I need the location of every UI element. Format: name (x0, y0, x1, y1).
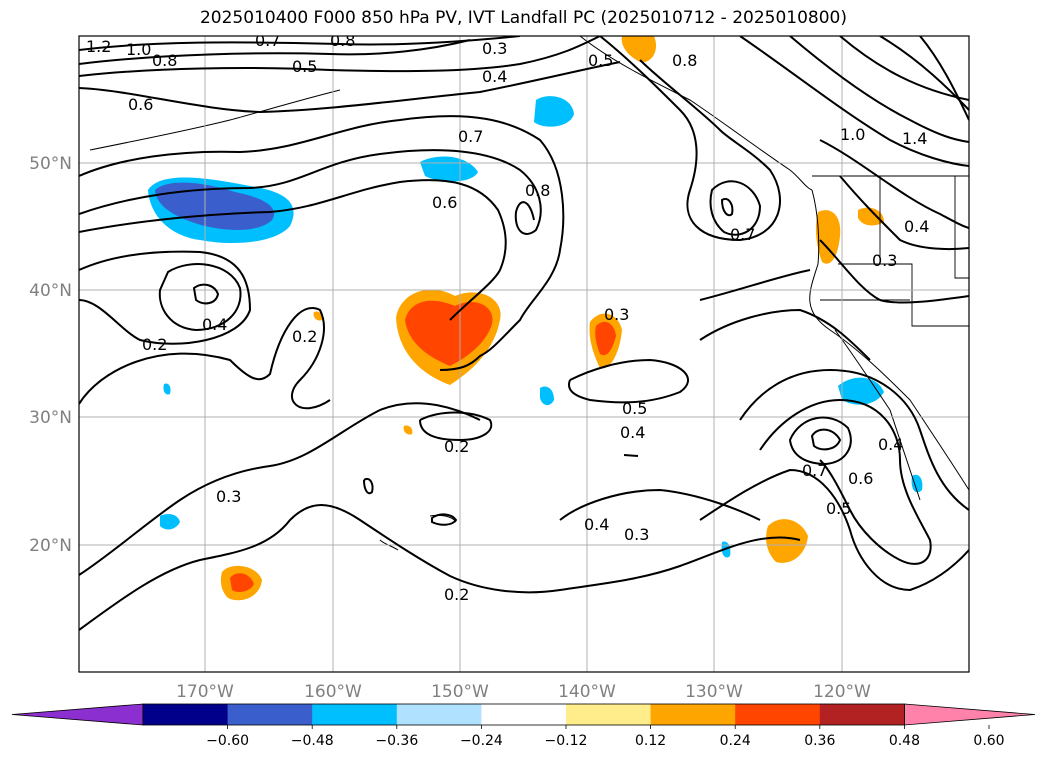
map-frame (78, 35, 970, 673)
colorbar-tick-label: −0.48 (291, 733, 334, 749)
colorbar-segment (735, 704, 821, 725)
contour-label: 0.8 (152, 51, 177, 70)
contour-label: 0.2 (444, 437, 469, 456)
lat-labels: 50°N 40°N 30°N 20°N (29, 154, 72, 556)
colorbar: −0.60 −0.48 −0.36 −0.24 −0.12 0.12 0.24 0.36 0.4… (11, 703, 1036, 749)
colorbar-tick-label: 0.48 (889, 733, 920, 749)
colorbar-segment (143, 704, 229, 725)
colorbar-extend-high (904, 703, 1036, 726)
contour-label: 0.3 (216, 487, 241, 506)
contour-label: 0.2 (444, 585, 469, 604)
colorbar-segment (819, 704, 905, 725)
lat-label-40n: 40°N (29, 281, 72, 301)
pv-contours (79, 36, 969, 631)
contour-label: 0.4 (878, 435, 903, 454)
colorbar-tick-label: 0.12 (635, 733, 666, 749)
contour-label: 0.6 (848, 469, 873, 488)
colorbar-segment (227, 704, 313, 725)
colorbar-tick-label: 0.36 (804, 733, 835, 749)
contour-label: 0.4 (584, 515, 609, 534)
contour-label: 0.2 (292, 327, 317, 346)
contour-label: 0.7 (255, 31, 280, 50)
lon-label-160w: 160°W (304, 682, 362, 702)
contour-label: 0.5 (826, 499, 851, 518)
lon-labels: 170°W 160°W 150°W 140°W 130°W 120°W (176, 682, 871, 702)
map-area: 1.2 1.0 0.8 0.7 0.8 0.3 0.5 0.4 0.5 0.6 … (79, 31, 969, 672)
contour-label: 1.2 (86, 37, 111, 56)
contour-label: 0.7 (458, 127, 483, 146)
lat-label-20n: 20°N (29, 536, 72, 556)
lat-label-50n: 50°N (29, 154, 72, 174)
colorbar-extend-low (11, 703, 144, 726)
colorbar-segment (566, 704, 652, 725)
colorbar-tick-label: −0.60 (206, 733, 249, 749)
contour-label: 0.5 (588, 51, 613, 70)
colorbar-segment (650, 704, 736, 725)
lat-label-30n: 30°N (29, 408, 72, 428)
contour-label: 0.4 (202, 315, 227, 334)
lon-label-120w: 120°W (813, 682, 871, 702)
contour-label: 0.4 (904, 217, 929, 236)
contour-label: 0.7 (802, 461, 827, 480)
gridlines (79, 36, 969, 672)
colorbar-tick-label: −0.12 (545, 733, 588, 749)
map-title: 2025010400 F000 850 hPa PV, IVT Landfall… (199, 8, 847, 28)
colorbar-segment (396, 704, 482, 725)
contour-label: 0.5 (292, 57, 317, 76)
contour-label: 0.4 (482, 67, 507, 86)
contour-label: 0.2 (142, 335, 167, 354)
contour-label: 0.4 (620, 423, 645, 442)
colorbar-tick-label: 0.24 (720, 733, 751, 749)
contour-label: 0.6 (432, 193, 457, 212)
contour-label: 0.8 (525, 181, 550, 200)
lon-label-130w: 130°W (685, 682, 743, 702)
colorbar-tick-label: 0.60 (973, 733, 1004, 749)
lon-label-170w: 170°W (176, 682, 234, 702)
colorbar-segment (481, 704, 567, 725)
colorbar-frame (142, 703, 905, 726)
contour-label: 1.4 (902, 129, 927, 148)
contour-label: 0.3 (872, 251, 897, 270)
lon-label-150w: 150°W (431, 682, 489, 702)
contour-label: 0.3 (604, 305, 629, 324)
colorbar-tick-label: −0.36 (375, 733, 418, 749)
contour-label: 1.0 (126, 40, 151, 59)
contour-label: 0.6 (128, 95, 153, 114)
colorbar-tick-label: −0.24 (460, 733, 503, 749)
contour-label: 0.8 (672, 51, 697, 70)
contour-label: 0.8 (330, 31, 355, 50)
contour-label: 0.7 (730, 225, 755, 244)
colorbar-segment (312, 704, 398, 725)
contour-label: 0.5 (622, 399, 647, 418)
contour-label: 1.0 (840, 125, 865, 144)
contour-label: 0.3 (482, 39, 507, 58)
contour-label: 0.3 (624, 525, 649, 544)
lon-label-140w: 140°W (558, 682, 616, 702)
contour-labels: 1.2 1.0 0.8 0.7 0.8 0.3 0.5 0.4 0.5 0.6 … (86, 31, 929, 604)
